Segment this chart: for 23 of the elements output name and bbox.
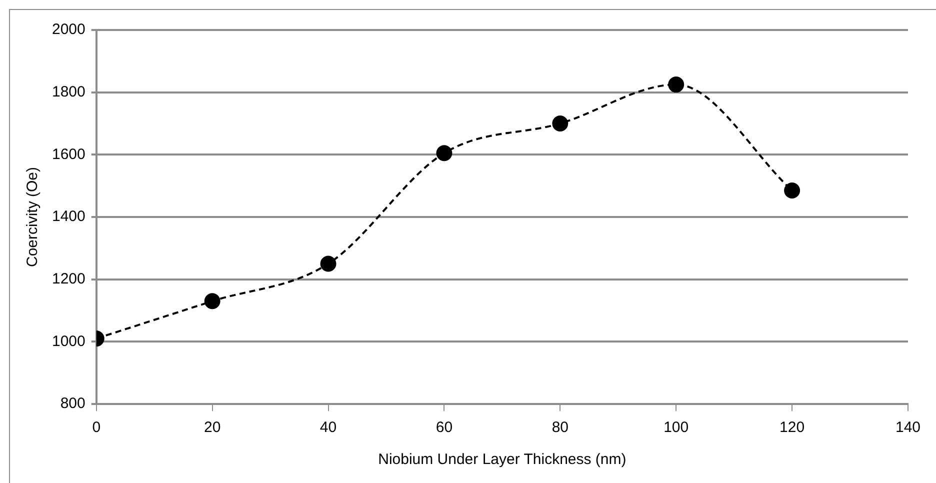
point	[436, 145, 452, 162]
x-tick-label: 100	[664, 419, 689, 436]
point	[320, 256, 336, 272]
x-tick-label: 120	[780, 419, 805, 436]
y-tick-label: 800	[60, 395, 86, 412]
x-tick-label: 20	[204, 419, 221, 436]
x-tick-label: 40	[320, 419, 337, 436]
x-tick-label: 140	[895, 419, 921, 436]
point	[784, 182, 800, 199]
y-tick-label: 1000	[52, 332, 86, 350]
x-tick-label: 60	[436, 419, 453, 436]
x-tick-label: 80	[552, 419, 568, 436]
y-axis-title: Coercivity (Oe)	[24, 166, 42, 268]
point	[668, 76, 684, 93]
y-tick-label: 1400	[52, 208, 86, 226]
x-axis-title: Niobium Under Layer Thickness (nm)	[378, 451, 626, 468]
y-tick-label: 2000	[52, 21, 86, 38]
point	[204, 293, 220, 310]
y-tick-label: 1600	[52, 146, 86, 163]
point	[552, 116, 568, 132]
y-tick-label: 1800	[52, 83, 86, 100]
y-tick-label: 1200	[52, 270, 86, 288]
x-tick-label: 0	[92, 419, 101, 436]
